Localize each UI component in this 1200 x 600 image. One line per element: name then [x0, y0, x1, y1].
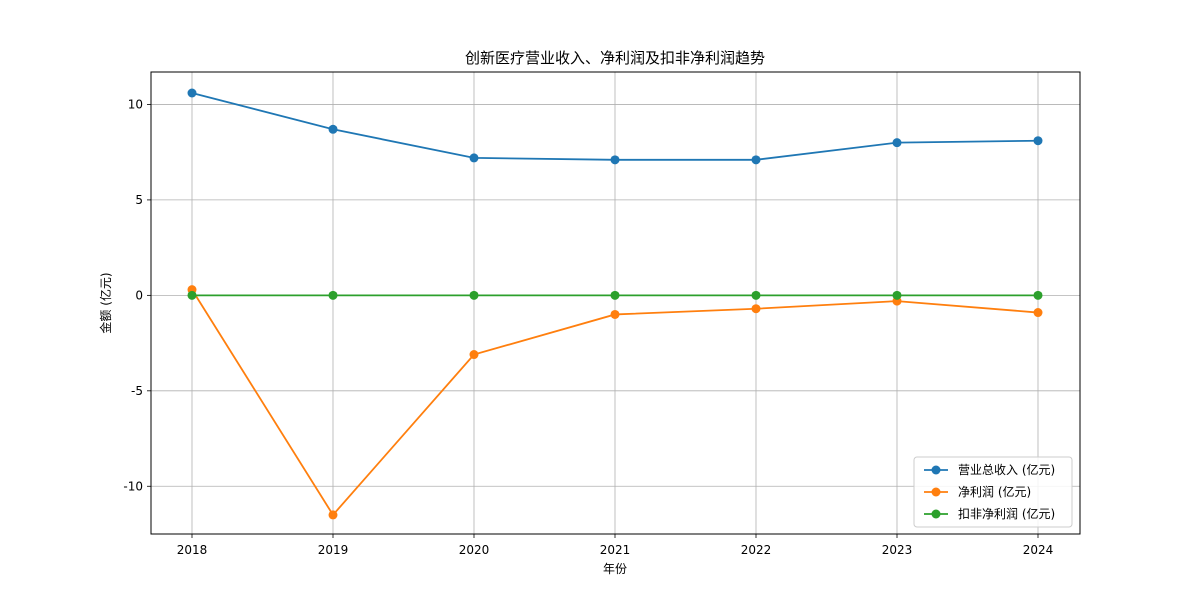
chart-title: 创新医疗营业收入、净利润及扣非净利润趋势 [465, 49, 765, 67]
x-tick-label: 2022 [741, 543, 772, 557]
series-2-point [1033, 308, 1043, 318]
plot-area-frame [150, 71, 1081, 535]
series-1-point [751, 155, 761, 165]
series-1-point [187, 88, 197, 98]
series-layer [187, 88, 1043, 520]
legend-swatch-marker [931, 509, 941, 519]
y-tick-label: -5 [131, 384, 143, 398]
x-tick-label: 2021 [600, 543, 631, 557]
series-1-point [892, 138, 902, 148]
series-3-point [328, 290, 338, 300]
y-tick-label: -10 [123, 479, 143, 493]
x-tick-label: 2024 [1023, 543, 1054, 557]
series-2-point [469, 350, 479, 360]
legend-swatch-marker [931, 465, 941, 475]
series-2-point [610, 309, 620, 319]
series-1-point [469, 153, 479, 163]
series-2-point [328, 510, 338, 520]
x-tick-label: 2023 [882, 543, 913, 557]
x-tick-label: 2020 [459, 543, 490, 557]
series-3-point [751, 290, 761, 300]
y-axis-label: 金额 (亿元) [98, 272, 113, 333]
legend-label: 营业总收入 (亿元) [958, 462, 1055, 477]
series-3-point [892, 290, 902, 300]
legend-label: 扣非净利润 (亿元) [958, 506, 1055, 521]
series-1-point [1033, 136, 1043, 146]
series-3-point [469, 290, 479, 300]
x-axis-label: 年份 [603, 562, 627, 576]
legend-label: 净利润 (亿元) [958, 484, 1031, 499]
series-3-point [610, 290, 620, 300]
y-tick-label: 5 [135, 193, 143, 207]
series-3 [187, 290, 1043, 300]
series-3-point [1033, 290, 1043, 300]
series-1-point [328, 124, 338, 134]
series-1-point [610, 155, 620, 165]
x-tick-label: 2019 [318, 543, 349, 557]
y-axis: 10 5 0 -5 -10 [123, 97, 151, 493]
y-tick-label: 0 [135, 288, 143, 302]
series-2-point [751, 304, 761, 314]
y-tick-label: 10 [128, 97, 143, 111]
legend: 营业总收入 (亿元) 净利润 (亿元) 扣非净利润 (亿元) [913, 456, 1073, 528]
x-axis: 2018 2019 2020 2021 2022 2023 2024 [177, 534, 1054, 557]
series-3-point [187, 290, 197, 300]
series-1 [187, 88, 1043, 165]
legend-swatch-marker [931, 487, 941, 497]
x-tick-label: 2018 [177, 543, 208, 557]
legend-box [913, 456, 1073, 528]
